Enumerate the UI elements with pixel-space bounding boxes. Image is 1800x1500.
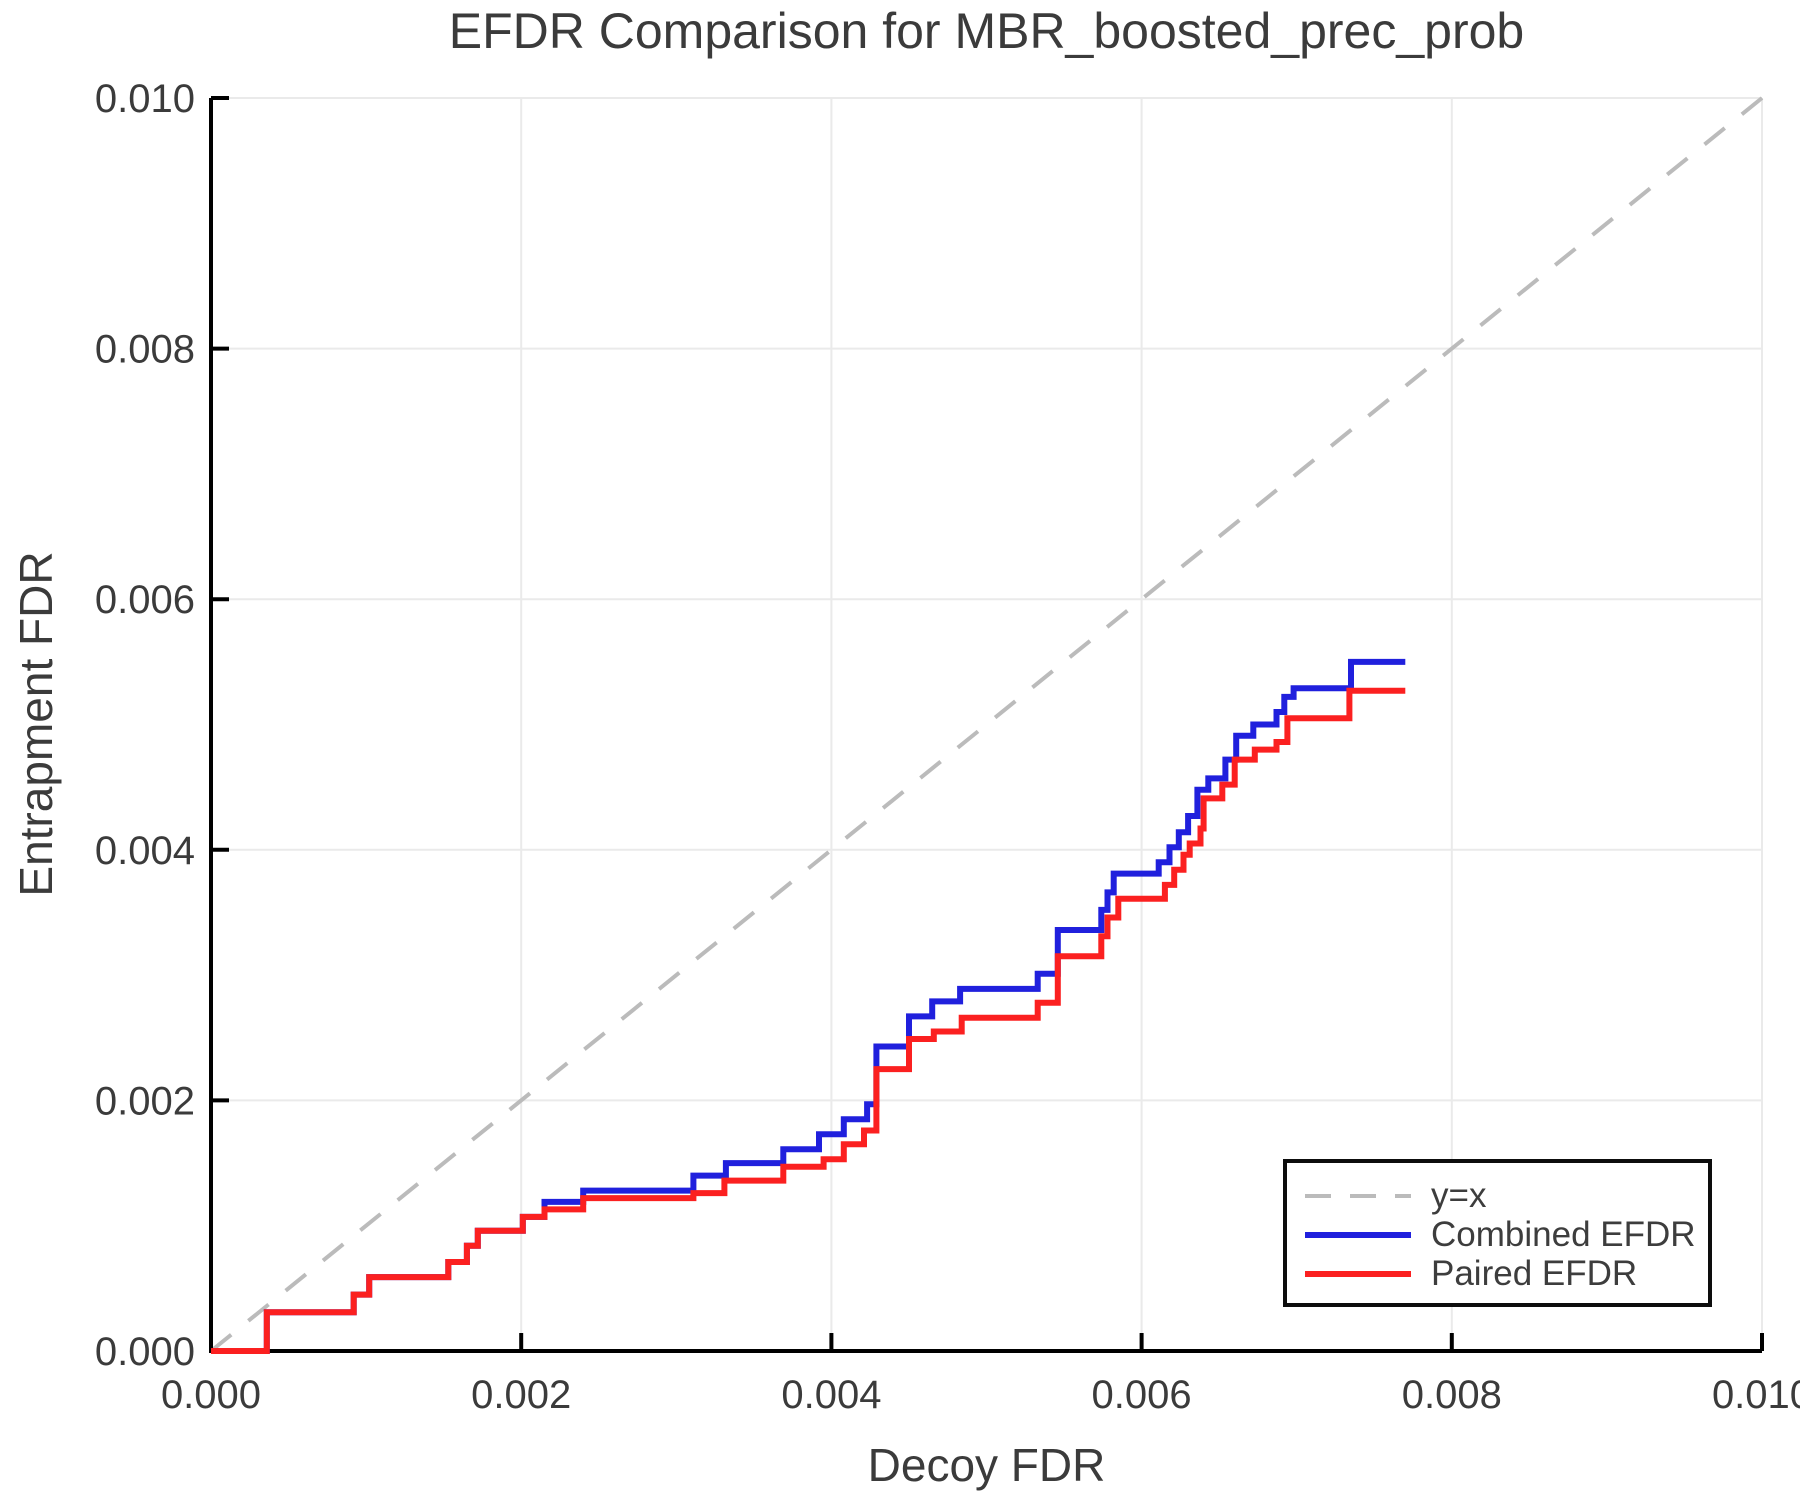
legend-item-combined-efdr: Combined EFDR <box>1305 1215 1708 1254</box>
x-tick-label: 0.010 <box>1712 1373 1800 1417</box>
legend-label: Paired EFDR <box>1431 1254 1638 1293</box>
dashed-line-swatch <box>1305 1193 1411 1198</box>
x-tick-label: 0.002 <box>471 1373 571 1417</box>
x-tick-label: 0.008 <box>1402 1373 1502 1417</box>
legend-item-paired-efdr: Paired EFDR <box>1305 1254 1708 1293</box>
y-tick-label: 0.000 <box>95 1330 195 1374</box>
legend-label: y=x <box>1431 1176 1487 1215</box>
x-tick-label: 0.000 <box>161 1373 261 1417</box>
combined-efdr-curve <box>211 658 1406 1354</box>
solid-line-swatch <box>1305 1270 1411 1277</box>
y-axis-label: Entrapment FDR <box>10 551 62 897</box>
legend: y=x Combined EFDR Paired EFDR <box>1283 1159 1712 1307</box>
y-tick-label: 0.008 <box>95 328 195 372</box>
x-tick-label: 0.006 <box>1092 1373 1192 1417</box>
legend-label: Combined EFDR <box>1431 1215 1696 1254</box>
y-tick-label: 0.004 <box>95 829 195 873</box>
y-tick-label: 0.010 <box>95 77 195 121</box>
chart-title: EFDR Comparison for MBR_boosted_prec_pro… <box>448 3 1525 59</box>
y-tick-label: 0.006 <box>95 578 195 622</box>
paired-efdr-curve <box>211 687 1406 1354</box>
y-tick-label: 0.002 <box>95 1079 195 1123</box>
x-axis-label: Decoy FDR <box>867 1439 1106 1491</box>
legend-item-yx: y=x <box>1305 1176 1708 1215</box>
x-tick-label: 0.004 <box>781 1373 881 1417</box>
solid-line-swatch <box>1305 1231 1411 1238</box>
